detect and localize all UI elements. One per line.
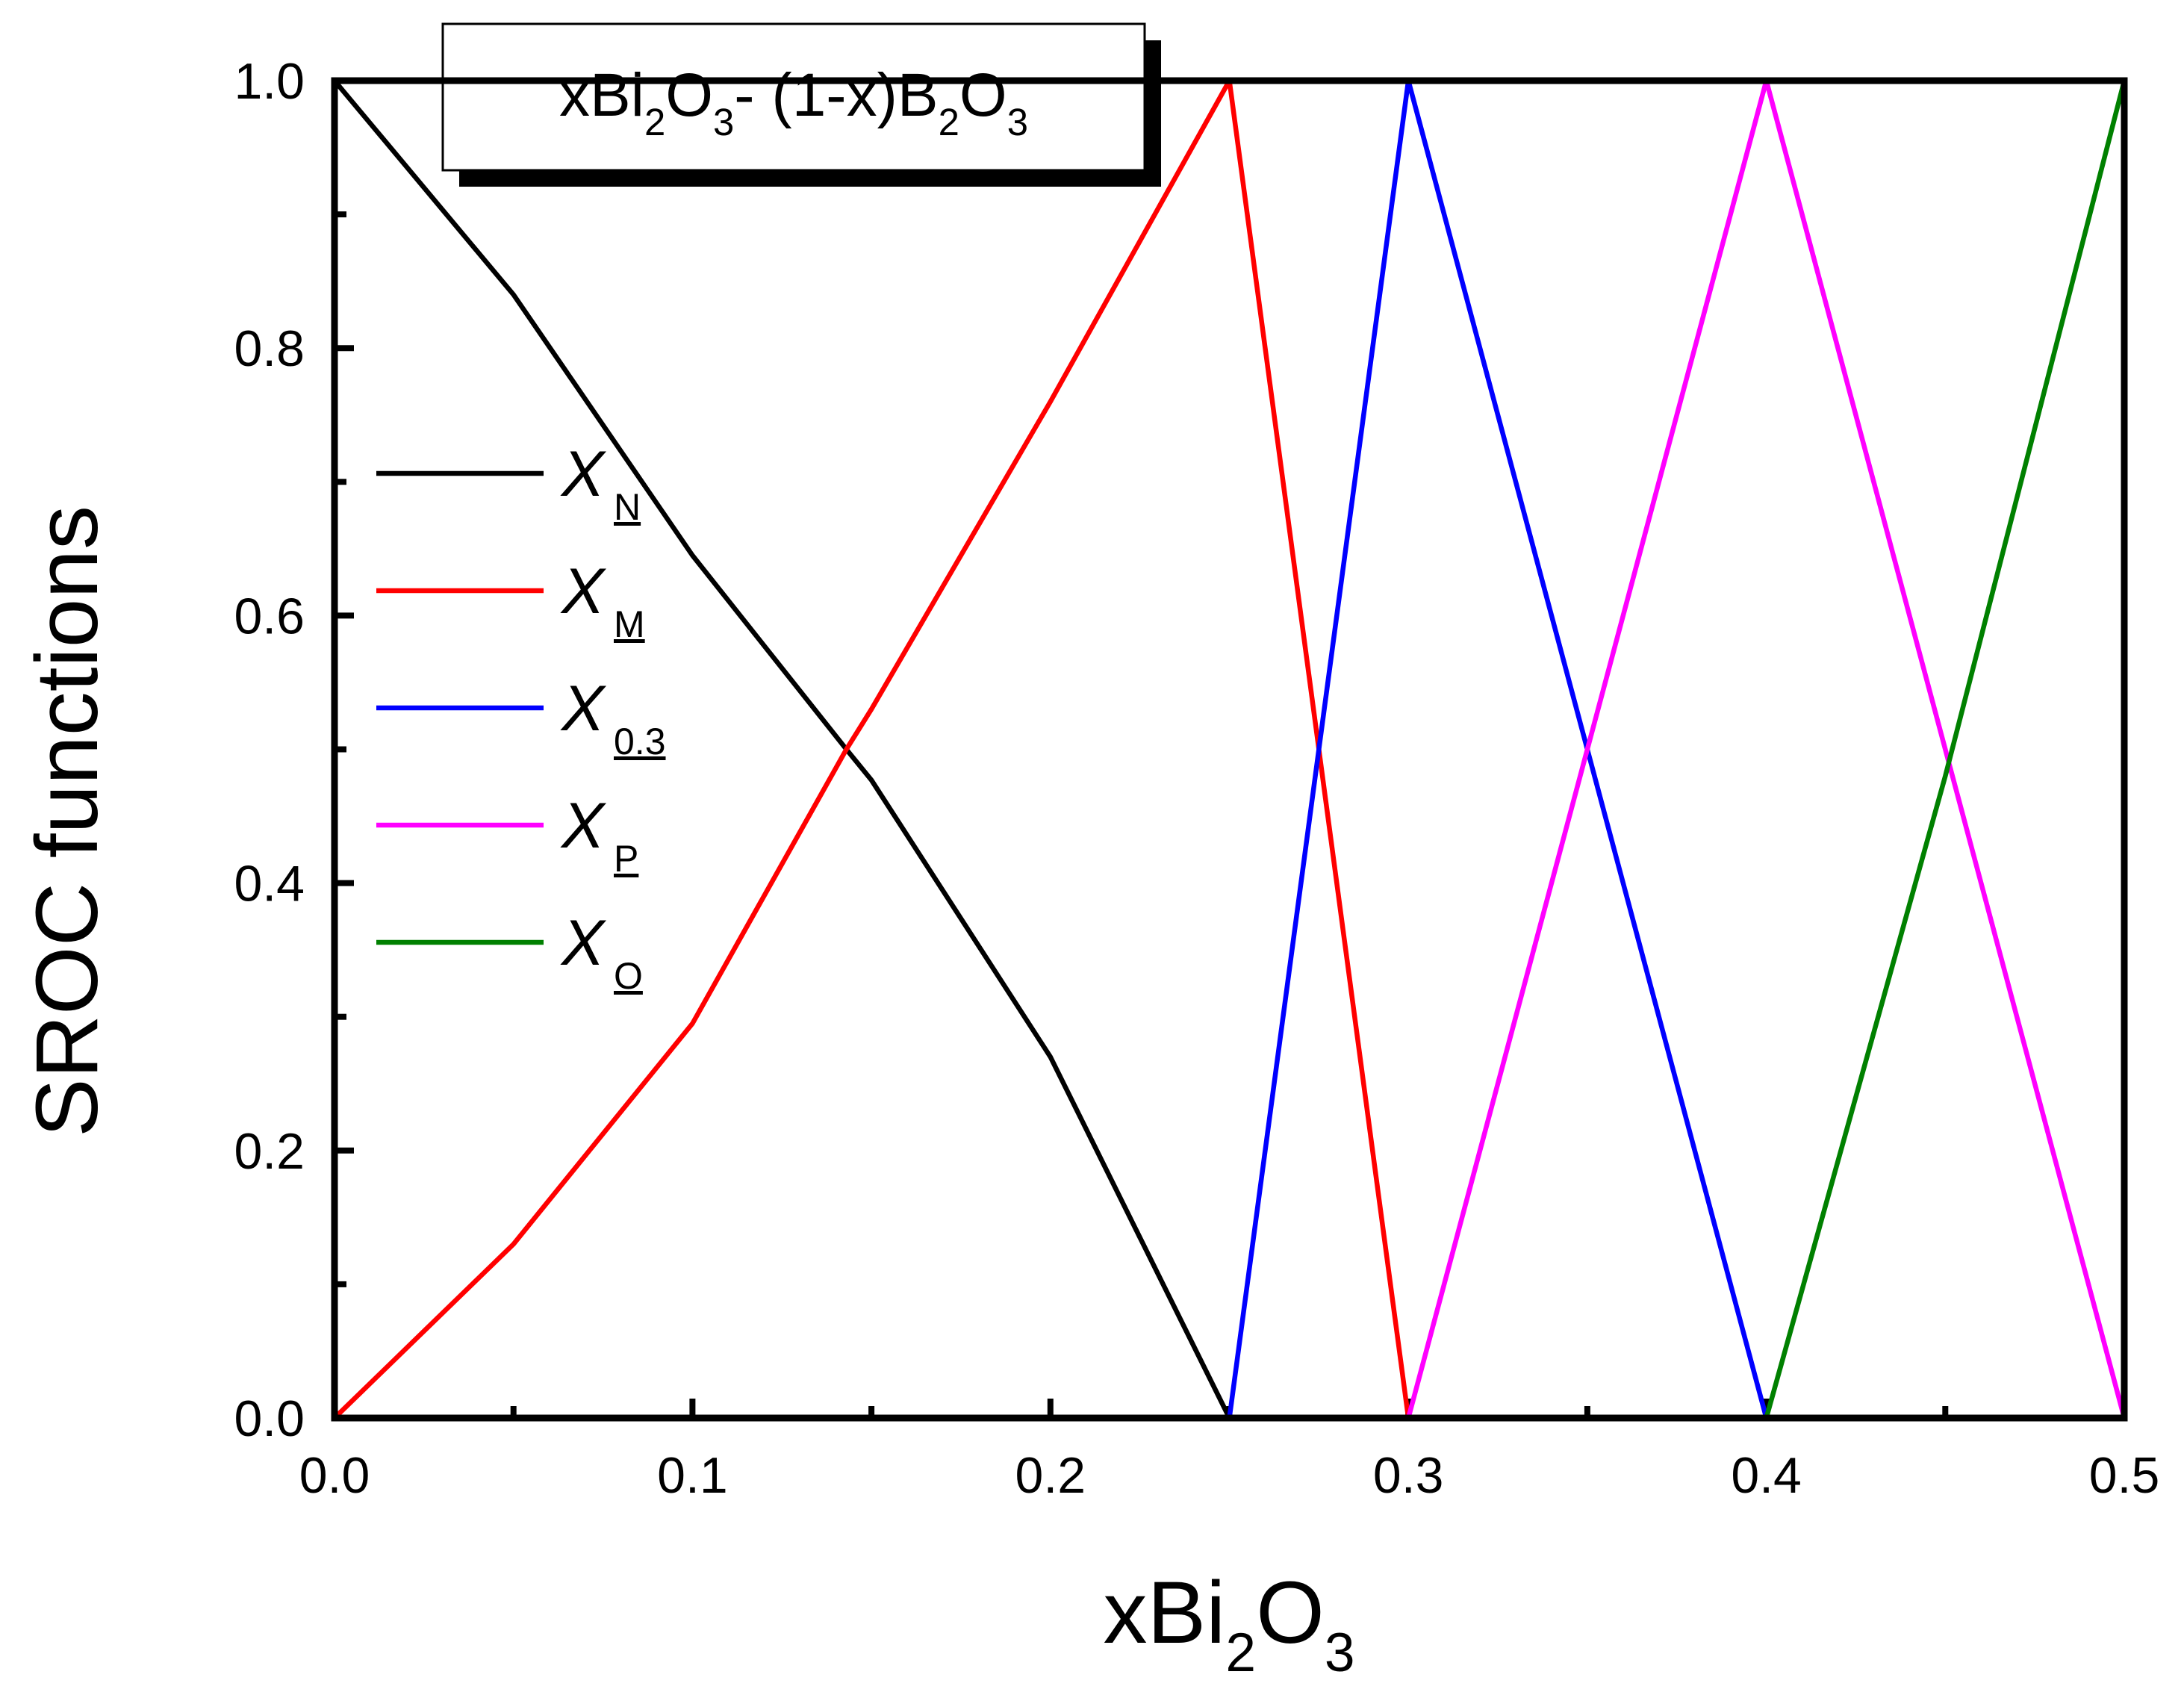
x-tick-label: 0.4 — [1731, 1447, 1802, 1504]
text-part: O — [1256, 1564, 1325, 1662]
series-line — [1229, 78, 2127, 1421]
text-part: O — [959, 61, 1007, 129]
subscript: 2 — [939, 101, 959, 143]
legend-label: X — [560, 907, 607, 979]
subscript: 3 — [1007, 101, 1028, 143]
x-axis-label: xBi2O3 — [1103, 1564, 1354, 1683]
series-line — [1227, 78, 1769, 1419]
x-tick-label: 0.1 — [657, 1447, 728, 1504]
legend-label: X — [560, 556, 607, 627]
subscript: 3 — [1325, 1622, 1355, 1683]
y-axis-label: SROC functions — [18, 506, 116, 1137]
text-part: xBi — [559, 61, 644, 129]
legend-label: X — [560, 673, 607, 744]
legend-subscript: O — [614, 955, 643, 997]
series-line — [332, 78, 1232, 1420]
y-tick-label: 0.2 — [234, 1123, 305, 1180]
x-tick-label: 0.2 — [1015, 1447, 1086, 1504]
plot-frame — [331, 77, 2128, 1422]
series-line — [1764, 80, 2127, 1419]
x-tick-label: 0.3 — [1373, 1447, 1444, 1504]
title-box — [441, 22, 1146, 172]
legend-subscript: 0.3 — [614, 721, 666, 762]
subscript: 2 — [1225, 1622, 1256, 1683]
y-tick-label: 0.4 — [234, 856, 305, 912]
y-tick-label: 0.6 — [234, 588, 305, 644]
text-part: - (1-x)B — [734, 61, 938, 129]
legend-label: X — [560, 438, 607, 510]
legend-label: X — [560, 790, 607, 862]
series-line — [332, 78, 1767, 1421]
subscript: 2 — [644, 101, 665, 143]
subscript: 3 — [713, 101, 734, 143]
legend-subscript: N — [614, 486, 641, 528]
x-tick-label: 0.5 — [2089, 1447, 2160, 1504]
y-tick-label: 1.0 — [234, 53, 305, 110]
chart-title: xBi2O3- (1-x)B2O3 — [559, 61, 1028, 143]
y-tick-label: 0.0 — [234, 1390, 305, 1447]
text-part: xBi — [1103, 1564, 1225, 1662]
legend-subscript: M — [614, 603, 645, 645]
legend-subscript: P — [614, 838, 638, 880]
y-tick-label: 0.8 — [234, 320, 305, 377]
x-tick-label: 0.0 — [299, 1447, 370, 1504]
text-part: O — [665, 61, 713, 129]
